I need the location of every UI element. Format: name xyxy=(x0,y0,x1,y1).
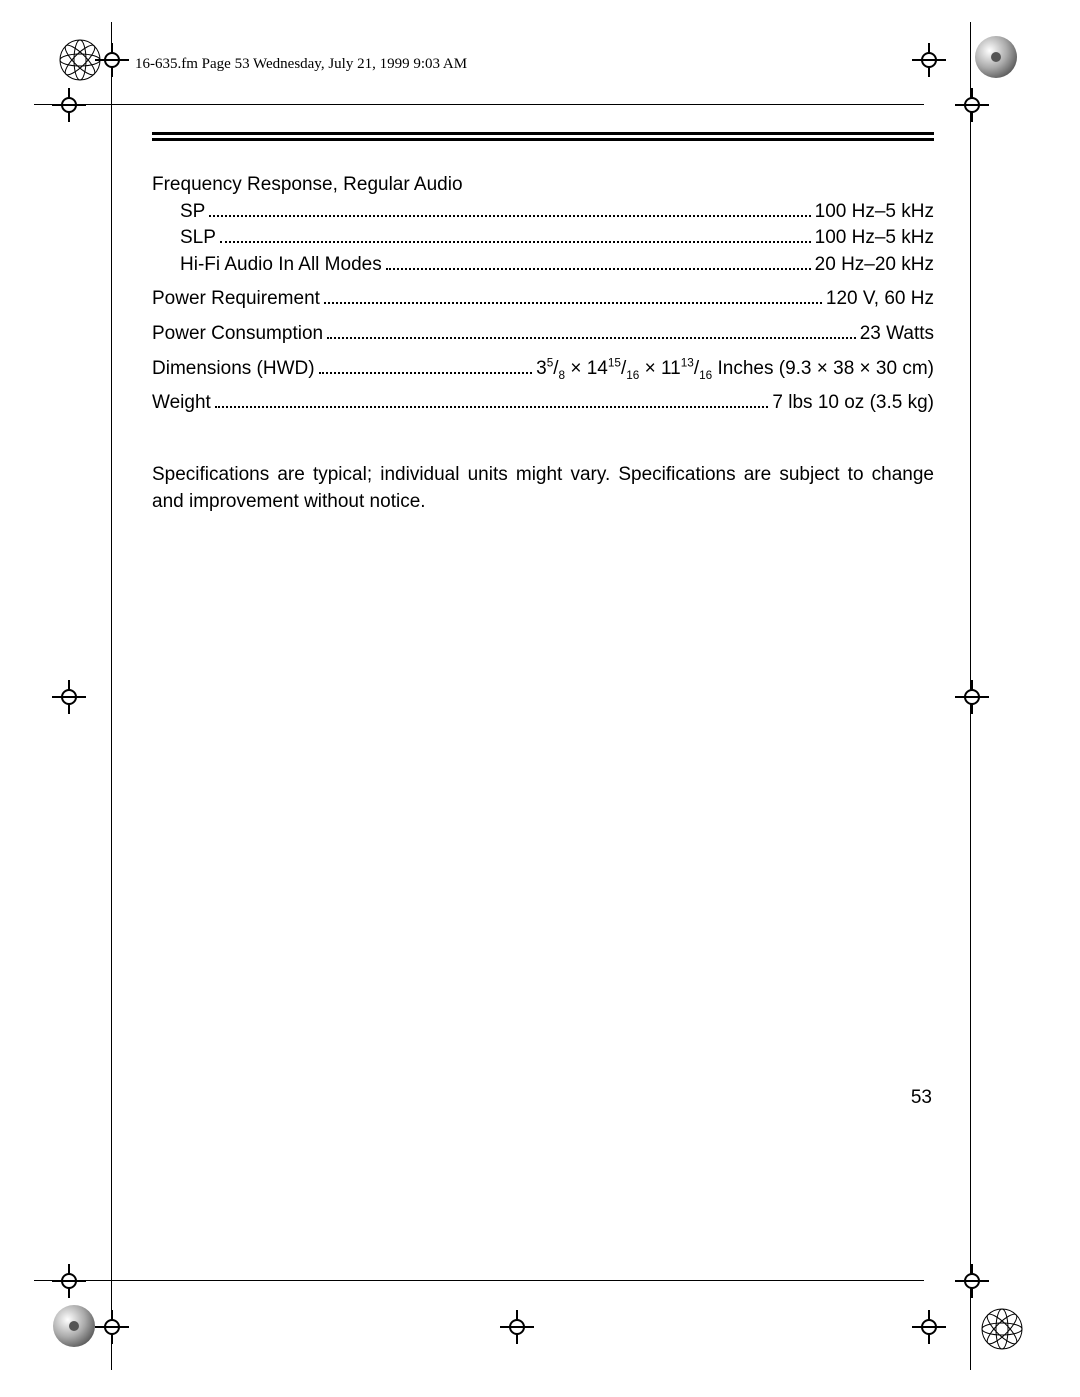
page-header-meta: 16-635.fm Page 53 Wednesday, July 21, 19… xyxy=(135,56,467,73)
spec-row-dimensions: Dimensions (HWD) 35/8 × 1415/16 × 1113/1… xyxy=(152,356,934,383)
header-rule xyxy=(152,132,934,141)
spec-disclaimer: Specifications are typical; individual u… xyxy=(152,461,934,516)
spec-row-slp: SLP 100 Hz–5 kHz xyxy=(152,225,934,252)
spec-row-power-req: Power Requirement 120 V, 60 Hz xyxy=(152,286,934,313)
register-mark-icon xyxy=(52,1264,86,1298)
spec-label: Weight xyxy=(152,390,211,417)
page-number: 53 xyxy=(911,1087,932,1109)
printer-mark-orb-icon xyxy=(53,1305,95,1347)
specifications-block: Frequency Response, Regular Audio SP 100… xyxy=(152,172,934,516)
register-mark-icon xyxy=(95,1310,129,1344)
leader-dots xyxy=(386,254,811,270)
spec-value: 23 Watts xyxy=(860,321,934,348)
spec-label: SP xyxy=(180,199,205,226)
spec-section-title: Frequency Response, Regular Audio xyxy=(152,172,934,199)
leader-dots xyxy=(319,357,533,373)
spec-label: SLP xyxy=(180,225,216,252)
register-mark-icon xyxy=(912,1310,946,1344)
spec-value: 20 Hz–20 kHz xyxy=(815,252,934,279)
document-page: 16-635.fm Page 53 Wednesday, July 21, 19… xyxy=(0,0,1080,1397)
register-mark-icon xyxy=(955,680,989,714)
crop-tick xyxy=(126,104,186,105)
printer-mark-orb-icon xyxy=(975,36,1017,78)
register-mark-icon xyxy=(912,43,946,77)
register-mark-icon xyxy=(955,1264,989,1298)
spec-label: Power Consumption xyxy=(152,321,323,348)
spec-value: 7 lbs 10 oz (3.5 kg) xyxy=(772,390,934,417)
register-mark-icon xyxy=(95,43,129,77)
spec-value: 120 V, 60 Hz xyxy=(826,286,934,313)
crop-line-left xyxy=(111,22,112,1370)
spec-value: 100 Hz–5 kHz xyxy=(815,199,934,226)
spec-label: Dimensions (HWD) xyxy=(152,356,315,383)
spec-row-power-con: Power Consumption 23 Watts xyxy=(152,321,934,348)
spec-label: Hi-Fi Audio In All Modes xyxy=(180,252,382,279)
leader-dots xyxy=(209,200,810,216)
register-mark-icon xyxy=(500,1310,534,1344)
leader-dots xyxy=(215,392,769,408)
spec-value: 100 Hz–5 kHz xyxy=(815,225,934,252)
register-mark-icon xyxy=(52,88,86,122)
spec-label: Power Requirement xyxy=(152,286,320,313)
register-mark-icon xyxy=(955,88,989,122)
register-mark-icon xyxy=(52,680,86,714)
spec-row-hifi: Hi-Fi Audio In All Modes 20 Hz–20 kHz xyxy=(152,252,934,279)
spec-value: 35/8 × 1415/16 × 1113/16 Inches (9.3 × 3… xyxy=(536,356,934,383)
spec-row-weight: Weight 7 lbs 10 oz (3.5 kg) xyxy=(152,390,934,417)
printer-mark-fan-icon xyxy=(980,1307,1024,1351)
leader-dots xyxy=(327,323,856,339)
leader-dots xyxy=(324,288,822,304)
leader-dots xyxy=(220,227,811,243)
spec-row-sp: SP 100 Hz–5 kHz xyxy=(152,199,934,226)
crop-line-bottom xyxy=(34,1280,924,1281)
